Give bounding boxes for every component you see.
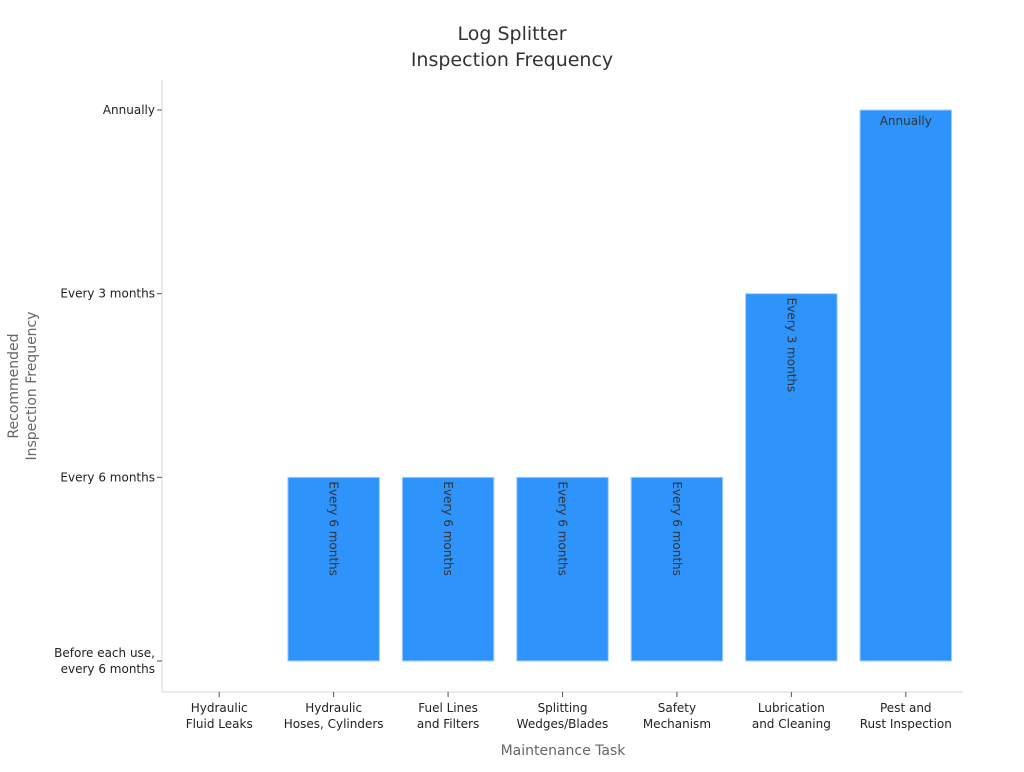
chart-title-line-1: Log Splitter [457,23,566,45]
bar-data-label: Every 6 months [441,481,455,576]
x-tick-label: Rust Inspection [860,717,952,731]
y-axis-label-line-2: Inspection Frequency [24,311,40,460]
x-tick-label: Splitting [538,701,588,715]
x-tick-label: Mechanism [643,717,711,731]
bar-data-label: Every 3 months [784,298,798,393]
bar[interactable] [516,476,609,662]
x-tick-label: Hydraulic [191,701,248,715]
x-tick-label: and Cleaning [752,717,831,731]
bar[interactable] [859,109,953,662]
y-axis-label-line-1: Recommended [6,333,22,438]
x-tick-label: Fuel Lines [418,701,478,715]
x-tick-label: Fluid Leaks [186,717,253,731]
y-tick-label: Every 3 months [60,287,155,301]
y-tick-label: every 6 months [61,662,155,676]
bar-data-label: Every 6 months [327,481,341,576]
bar-data-label: Every 6 months [556,481,570,576]
y-tick-label: Before each use, [54,646,155,660]
bar[interactable] [745,293,838,662]
x-tick-label: Hoses, Cylinders [284,717,384,731]
x-tick-label: Hydraulic [305,701,362,715]
bar-data-label: Annually [880,114,932,128]
x-tick-label: and Filters [417,717,479,731]
x-tick-label: Wedges/Blades [517,717,609,731]
chart-title-line-2: Inspection Frequency [411,49,613,71]
x-tick-label: Pest and [880,701,932,715]
bar[interactable] [287,476,380,662]
x-axis-label: Maintenance Task [501,743,627,759]
bar-data-label: Every 6 months [670,481,684,576]
y-tick-label: Every 6 months [60,470,155,484]
x-tick-label: Safety [658,701,696,715]
y-tick-label: Annually [103,103,155,117]
x-tick-label: Lubrication [758,701,825,715]
bar[interactable] [630,476,724,662]
bar[interactable] [401,476,495,662]
